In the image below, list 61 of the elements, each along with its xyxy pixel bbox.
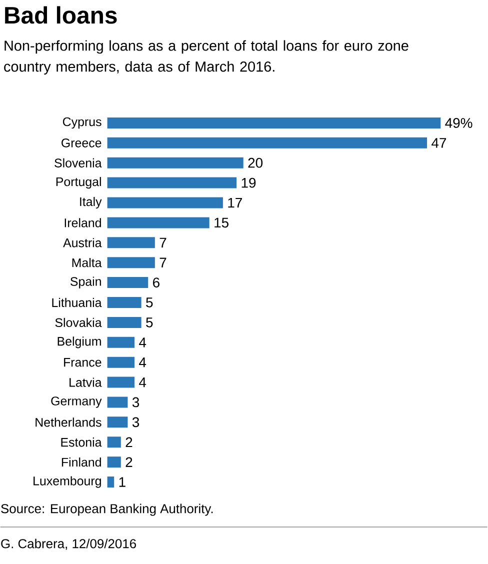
data-label: 6 [153, 278, 160, 288]
data-label: 5 [146, 318, 153, 328]
y-tick-label: Malta [72, 258, 102, 268]
bar [108, 197, 224, 208]
bar [108, 456, 122, 468]
data-label: 7 [160, 238, 166, 248]
text: G. Cabrera, 12/09/2016 [1, 538, 136, 550]
y-tick-label: Slovenia [54, 158, 102, 168]
bar [108, 137, 428, 148]
y-tick-label: Ireland [65, 218, 102, 228]
y-tick-label: Finland [62, 458, 102, 467]
bar [108, 217, 210, 228]
data-label: 19 [242, 178, 256, 188]
data-label: 2 [126, 437, 132, 447]
y-tick-label: Cyprus [63, 117, 102, 129]
y-tick-label: Belgium [58, 336, 102, 348]
bar [108, 336, 135, 348]
bar [108, 177, 237, 188]
data-label: 3 [132, 397, 140, 408]
bar [108, 356, 135, 368]
y-tick-label: Portugal [56, 177, 102, 189]
data-label: 4 [139, 358, 146, 368]
y-tick-label: Lithuania [52, 298, 102, 308]
chart-subtitle: Non-performing loans as a percent of total loans for euro zone country members, data as of March 2016. [4, 40, 408, 75]
bar [108, 316, 142, 328]
bar [108, 296, 142, 308]
bar [108, 476, 114, 488]
y-tick-label: Latvia [70, 378, 102, 387]
source-note: Source: European Banking Authority. [1, 504, 213, 516]
y-tick-label: Greece [62, 138, 102, 148]
y-tick-label: Estonia [61, 438, 102, 447]
bar [108, 157, 244, 168]
bar [108, 416, 128, 428]
y-tick-label: France [64, 358, 102, 367]
data-label: 4 [139, 377, 146, 388]
data-label: 4 [139, 338, 146, 348]
data-label: 3 [132, 417, 140, 428]
data-label: 47 [432, 138, 446, 148]
bar [108, 436, 122, 448]
y-tick-label: Luxembourg [34, 476, 102, 488]
bar [108, 237, 156, 248]
data-label: 5 [146, 298, 153, 308]
y-tick-label: Germany [51, 396, 102, 408]
data-label: 17 [228, 198, 242, 208]
bar [108, 376, 135, 388]
y-tick-label: Spain [70, 276, 102, 288]
y-tick-label: Netherlands [36, 418, 102, 427]
data-label: 49% [445, 118, 472, 128]
data-label: 1 [120, 477, 126, 487]
bar [108, 117, 441, 128]
data-label: 15 [214, 218, 229, 228]
bar [108, 396, 128, 408]
data-label: 7 [160, 258, 166, 268]
bar [108, 277, 148, 288]
y-tick-label: Austria [63, 238, 102, 248]
y-tick-label: Slovakia [55, 318, 102, 328]
data-label: 2 [126, 457, 132, 467]
data-label: 20 [248, 158, 263, 168]
bar [108, 257, 156, 268]
chart-title: Bad loans [5, 6, 117, 24]
y-tick-label: Italy [80, 196, 102, 209]
